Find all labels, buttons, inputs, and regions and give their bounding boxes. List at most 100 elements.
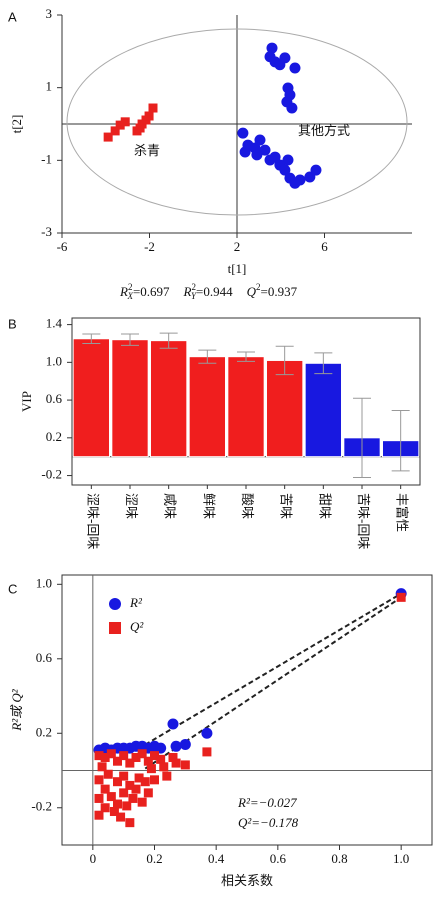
point: [94, 793, 104, 803]
point: [110, 126, 120, 136]
x-tick-label: -6: [57, 239, 68, 254]
x-tick-label: 0: [90, 851, 97, 866]
point: [239, 146, 251, 158]
legend-marker: [109, 598, 121, 610]
point: [155, 742, 167, 754]
point: [159, 762, 169, 772]
point: [94, 751, 104, 761]
x-tick-label: 鲜味: [201, 493, 216, 519]
point: [100, 784, 110, 794]
stat-value: =0.697: [133, 284, 170, 299]
point: [131, 752, 141, 762]
y-tick-label: 1: [46, 79, 53, 94]
bar: [304, 362, 343, 458]
stat-sub: X: [126, 291, 133, 301]
stat-sup: 2: [192, 282, 197, 292]
legend-label: R²: [129, 595, 143, 610]
x-tick-label: 咸味: [163, 493, 178, 519]
fit-statistics: R2 X=0.697 R2 Y=0.944 Q2=0.937: [119, 282, 298, 301]
panel-label: B: [8, 316, 17, 331]
bar: [188, 356, 227, 458]
y-tick-label: 1.0: [46, 353, 62, 368]
x-axis-label: t[1]: [228, 261, 247, 276]
point: [113, 777, 122, 787]
point: [254, 134, 266, 146]
point: [137, 749, 147, 759]
point: [119, 751, 129, 761]
series-label: 杀青: [134, 143, 160, 158]
point: [128, 793, 138, 803]
point: [237, 127, 249, 139]
stat-symbol: R: [119, 284, 128, 299]
point: [168, 752, 178, 762]
point: [100, 752, 110, 762]
panel-label: A: [8, 9, 17, 24]
point: [150, 751, 159, 761]
point: [131, 784, 141, 794]
y-tick-label: 0.6: [46, 391, 63, 406]
point: [97, 762, 107, 772]
point: [116, 812, 126, 822]
plot-frame: [61, 574, 433, 846]
stat-symbol: R: [183, 284, 192, 299]
point: [279, 164, 291, 176]
y-axis-label: t[2]: [9, 115, 24, 134]
y-axis-label: R²或 Q²: [9, 688, 24, 731]
point: [115, 120, 125, 130]
point: [94, 810, 104, 820]
point: [167, 718, 179, 730]
point: [202, 747, 212, 757]
bar: [227, 356, 265, 458]
y-tick-label: 1.0: [36, 575, 52, 590]
point: [251, 149, 263, 161]
point: [113, 756, 122, 766]
x-tick-label: 1.0: [393, 851, 409, 866]
y-tick-label: 1.4: [46, 316, 63, 331]
x-tick-label: 2: [234, 239, 241, 254]
point: [282, 154, 294, 166]
point: [103, 132, 113, 142]
point: [100, 803, 110, 813]
x-tick-label: 0.4: [208, 851, 225, 866]
point: [134, 773, 144, 783]
point: [396, 592, 406, 602]
point: [143, 756, 153, 766]
y-tick-label: 0.2: [46, 429, 62, 444]
point: [119, 771, 129, 781]
regression-line: [144, 592, 402, 746]
point: [162, 771, 172, 781]
x-tick-label: 0.2: [146, 851, 162, 866]
point: [120, 117, 130, 127]
stat-sup: 2: [256, 282, 261, 292]
point: [106, 749, 116, 759]
point: [289, 62, 301, 74]
stat-value: =0.944: [196, 284, 233, 299]
panel-label: C: [8, 581, 17, 596]
point: [113, 799, 122, 809]
x-tick-label: 6: [321, 239, 328, 254]
bar: [72, 338, 111, 458]
point: [286, 102, 298, 114]
point: [146, 764, 156, 774]
stat-symbol: Q: [247, 284, 257, 299]
point: [156, 754, 166, 764]
point: [269, 151, 281, 163]
point: [109, 806, 119, 816]
point: [279, 52, 291, 64]
series-label: 其他方式: [298, 123, 350, 138]
legend-marker: [109, 622, 121, 634]
point: [180, 760, 190, 770]
point: [125, 818, 135, 828]
point: [148, 103, 158, 113]
x-tick-label: 涩味-回味: [85, 493, 100, 549]
x-tick-label: 苦味-回味: [356, 493, 371, 549]
point: [201, 727, 213, 739]
regression-intercept: Q²=−0.178: [238, 815, 299, 830]
x-tick-label: -2: [144, 239, 155, 254]
point: [137, 797, 147, 807]
y-tick-label: -0.2: [41, 467, 62, 482]
x-tick-label: 丰富性: [395, 493, 410, 532]
point: [125, 758, 135, 768]
